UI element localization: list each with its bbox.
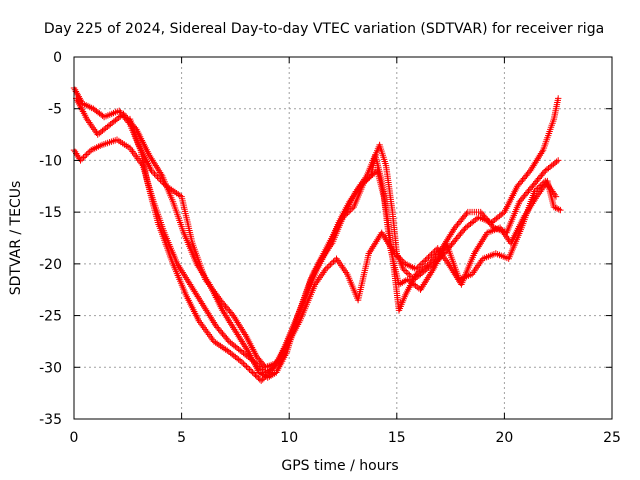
y-tick-label: 0: [53, 50, 62, 66]
x-tick-label: 15: [388, 430, 406, 446]
x-tick-label: 10: [280, 430, 298, 446]
x-tick-label: 5: [177, 430, 186, 446]
y-tick-label: -10: [39, 153, 62, 169]
y-axis-label: SDTVAR / TECUs: [8, 181, 24, 296]
y-tick-label: -20: [39, 257, 62, 273]
x-tick-label: 0: [70, 430, 79, 446]
y-tick-label: -35: [39, 412, 62, 428]
series-3: [73, 95, 560, 381]
series-markers: [73, 95, 560, 381]
plot-frame: [73, 56, 613, 420]
x-axis-label: GPS time / hours: [281, 458, 398, 474]
y-tick-label: -5: [48, 102, 62, 118]
y-tick-label: -30: [39, 360, 62, 376]
x-tick-label: 25: [603, 430, 621, 446]
series-markers: [126, 115, 564, 371]
x-tick-label: 20: [495, 430, 513, 446]
series-4: [126, 115, 564, 371]
y-ticks: 0 -5 -10 -15 -20 -25 -30 -35: [39, 50, 612, 428]
y-tick-label: -15: [39, 205, 62, 221]
y-tick-label: -25: [39, 309, 62, 325]
data-points: [70, 84, 564, 384]
chart-title: Day 225 of 2024, Sidereal Day-to-day VTE…: [44, 21, 604, 37]
x-ticks: 0 5 10 15 20 25: [70, 57, 621, 446]
